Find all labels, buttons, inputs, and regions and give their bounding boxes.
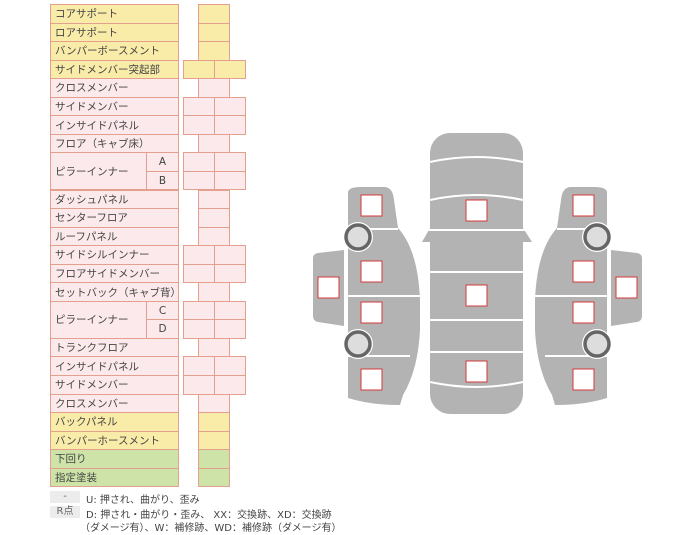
legend-dash-text: U: 押され、曲がり、歪み: [86, 495, 200, 506]
legend-r-text: D: 押され・曲がり・歪み、 XX：交換跡、XD：交換跡: [86, 510, 332, 521]
damage-marker: [465, 284, 488, 307]
car-side-view-right: [533, 185, 644, 407]
row-label: ピラーインナー: [50, 152, 147, 191]
row-label: 指定塗装: [50, 467, 179, 488]
legend-r-text-cont: （ダメージ有）、W：補修跡、WD：補修跡（ダメージ有）: [80, 523, 342, 534]
row-label: バックパネル: [50, 412, 179, 432]
check-cell[interactable]: [214, 59, 246, 80]
legend-r-label: R点: [50, 506, 80, 518]
damage-marker: [465, 360, 488, 383]
damage-marker: [360, 301, 383, 324]
check-cell[interactable]: [198, 467, 230, 488]
row-label: フロア（キャブ床）: [50, 133, 179, 154]
check-cell[interactable]: [214, 375, 246, 395]
row-label: サイドシルインナー: [50, 245, 179, 265]
damage-marker: [360, 368, 383, 391]
legend-dash-label: -: [50, 491, 80, 503]
row-label: ピラーインナー: [50, 300, 147, 339]
damage-marker: [360, 260, 383, 283]
wheel-icon: [344, 330, 372, 358]
row-label: クロスメンバー: [50, 393, 179, 414]
sub-label: C: [146, 300, 179, 321]
row-label: クロスメンバー: [50, 78, 179, 98]
row-label: センターフロア: [50, 208, 179, 228]
row-label: バンパーホースメント: [50, 430, 179, 451]
car-side-view-left: [313, 187, 420, 405]
check-cell[interactable]: [214, 115, 246, 135]
row-label: サイドメンバー: [50, 96, 179, 117]
sub-label: A: [146, 152, 179, 172]
damage-marker: [360, 194, 383, 217]
row-label: インサイドパネル: [50, 115, 179, 135]
car-top-view: [422, 133, 532, 414]
damage-marker: [465, 199, 488, 222]
row-label: フロアサイドメンバー: [50, 263, 179, 284]
wheel-icon: [344, 223, 372, 251]
row-label: サイドメンバー突起部: [50, 59, 179, 80]
damage-marker: [317, 276, 340, 299]
check-cell[interactable]: [214, 319, 246, 339]
check-cell[interactable]: [214, 170, 246, 191]
row-label: バンパーボースメント: [50, 41, 179, 61]
check-cell[interactable]: [214, 263, 246, 284]
